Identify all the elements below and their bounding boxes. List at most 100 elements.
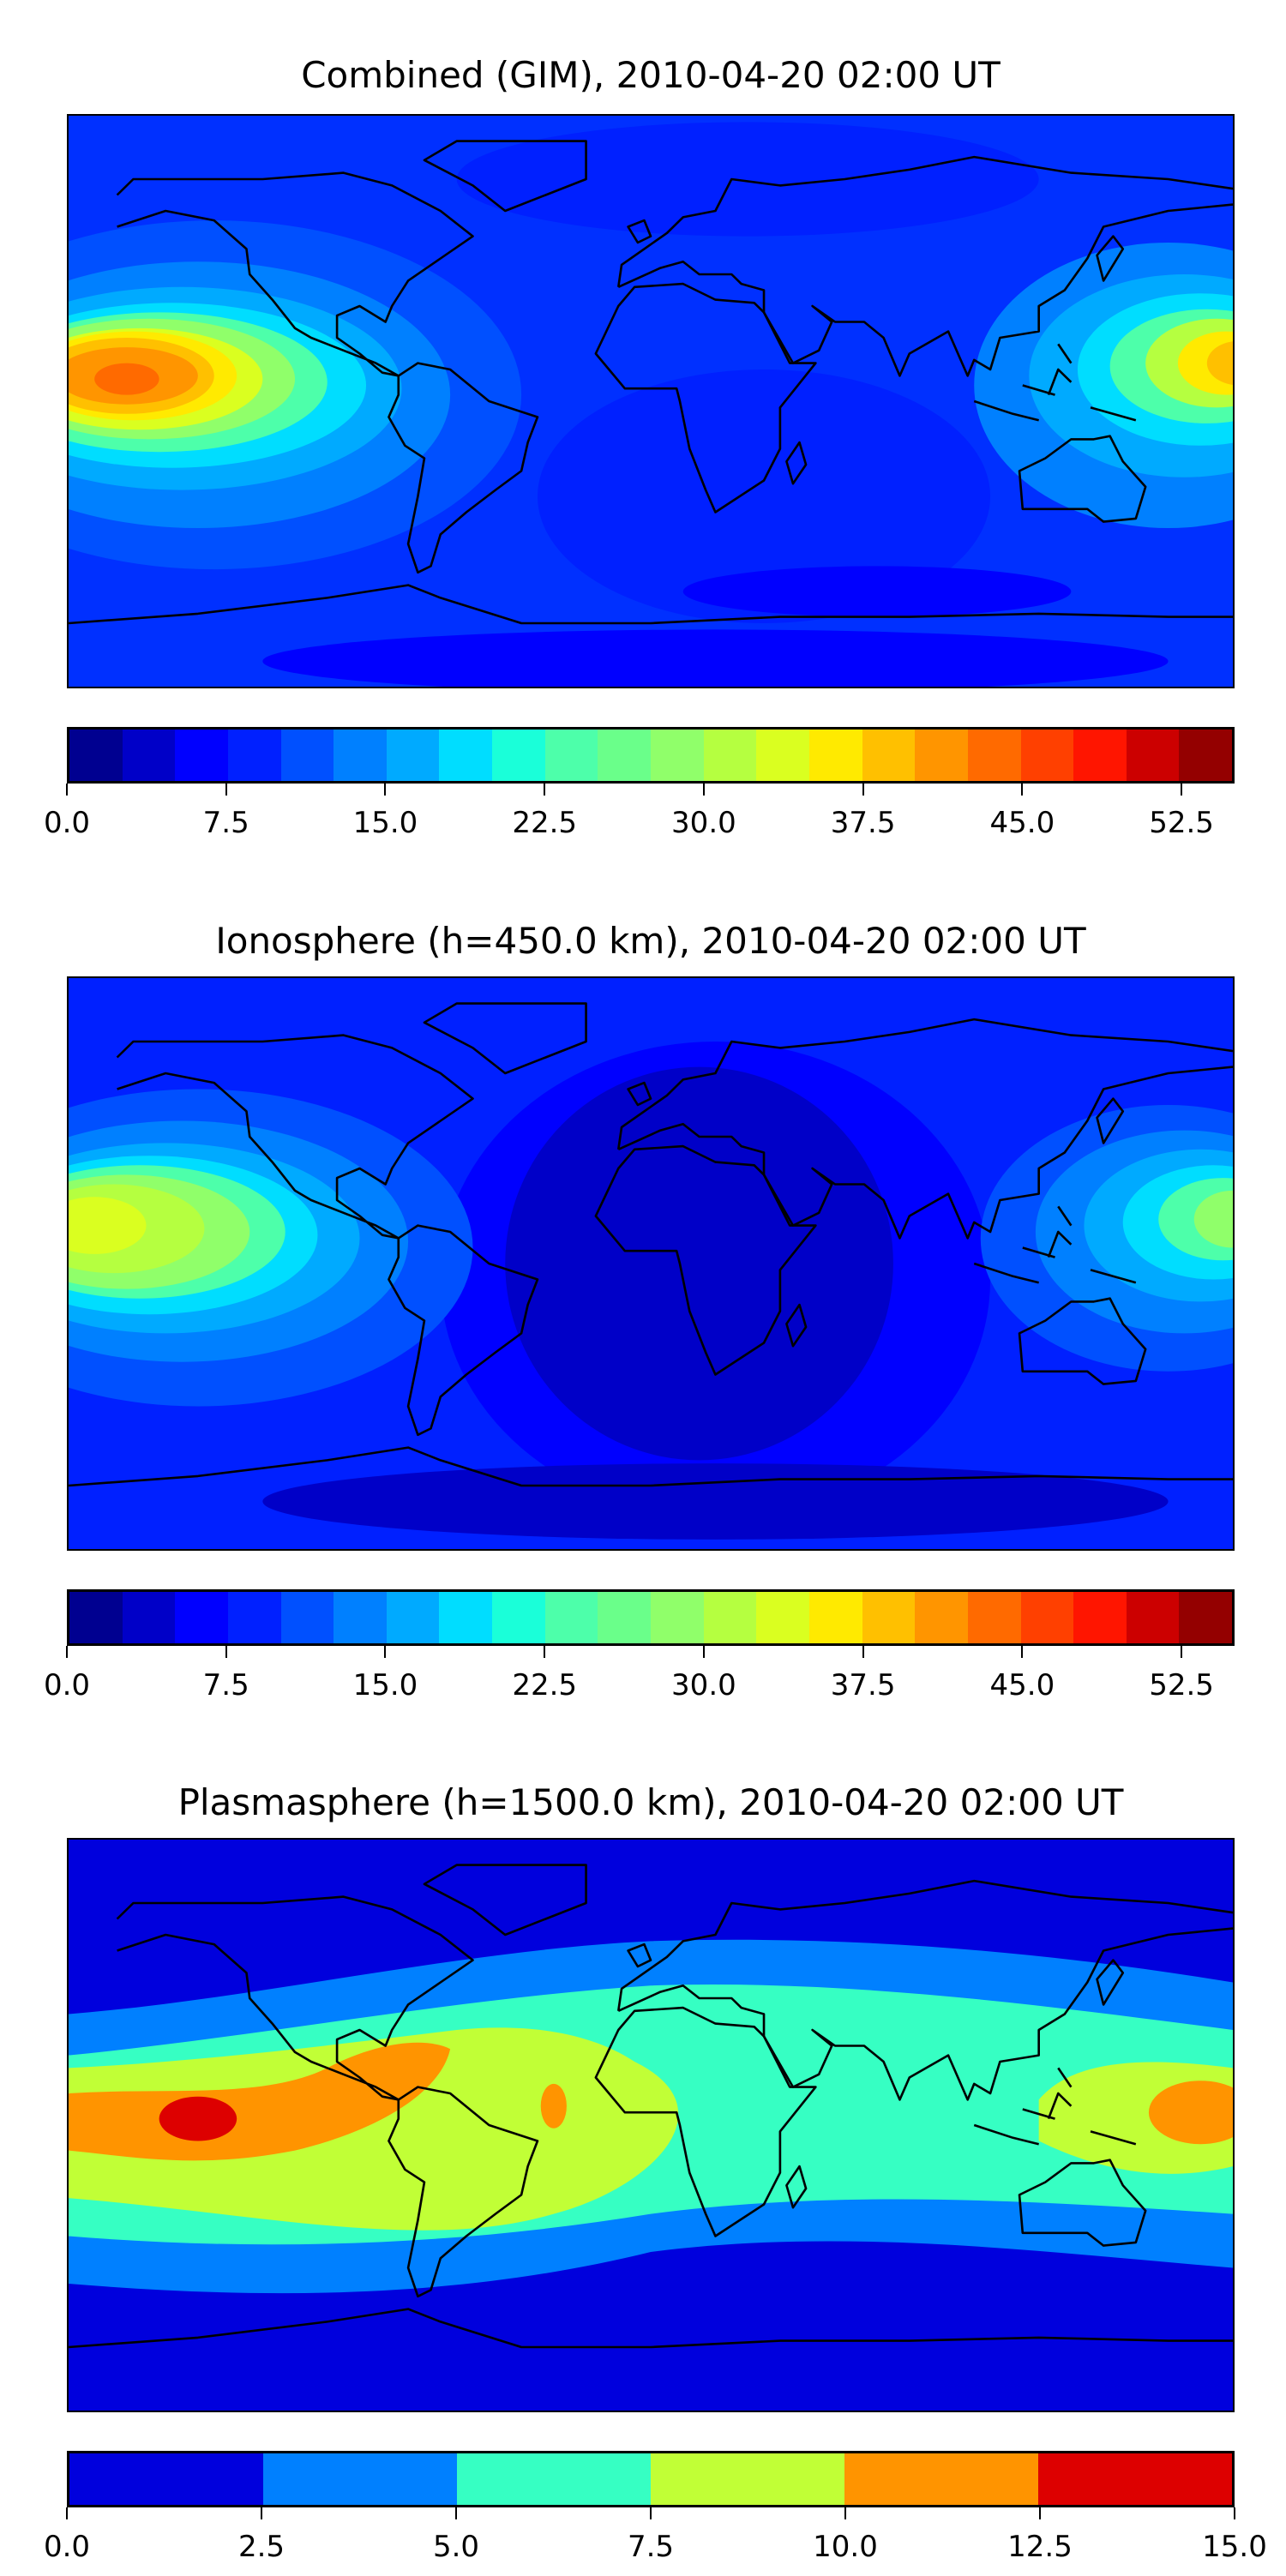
colorbar-segment (1179, 1592, 1233, 1643)
contour-band (69, 2042, 451, 2161)
colorbar-segment (1020, 730, 1074, 781)
colorbar-tick-label: 22.5 (512, 1668, 578, 1702)
colorbar-tick-label: 2.5 (237, 2530, 285, 2564)
colorbar-segment (334, 730, 387, 781)
colorbar-ticks-ionosphere: 0.0 7.5 15.0 22.5 30.0 37.5 45.0 52.5 (44, 1646, 1235, 1714)
colorbar-segment (862, 730, 916, 781)
colorbar-segment (227, 730, 281, 781)
colorbar-segment (175, 1592, 228, 1643)
contour-low (505, 1066, 893, 1461)
colorbar-segment (598, 730, 652, 781)
map-ionosphere (67, 976, 1235, 1551)
colorbar-tick (702, 784, 705, 796)
colorbar-segment (915, 1592, 968, 1643)
colorbar-segment (756, 730, 809, 781)
colorbar-tick (260, 2507, 262, 2519)
colorbar-segment (1038, 2453, 1232, 2505)
colorbar-segment (844, 2453, 1038, 2505)
colorbar-tick (225, 784, 227, 796)
colorbar-tick-label: 5.0 (432, 2530, 480, 2564)
colorbar-segment (386, 1592, 440, 1643)
colorbar-segment (69, 730, 123, 781)
colorbar-tick-label: 7.5 (202, 1668, 249, 1702)
colorbar-segment (598, 1592, 652, 1643)
colorbar-tick-label: 15.0 (352, 1668, 418, 1702)
colorbar-segment (227, 1592, 281, 1643)
colorbar-tick-label: 22.5 (512, 806, 578, 840)
contour-band (540, 2083, 567, 2129)
colorbar-segment (122, 730, 176, 781)
contour-low (262, 629, 1169, 687)
contour-max (94, 363, 159, 395)
colorbar-tick (1181, 784, 1183, 796)
colorbar-segment (439, 1592, 493, 1643)
colorbar-tick (225, 1646, 227, 1658)
colorbar-tick (862, 1646, 864, 1658)
colorbar-tick (384, 1646, 387, 1658)
colorbar-segment (1126, 1592, 1180, 1643)
contour-low (456, 122, 1039, 237)
colorbar-segment (915, 730, 968, 781)
colorbar-tick (66, 784, 68, 796)
colorbar-segment (651, 1592, 704, 1643)
colorbar-segment (1020, 1592, 1074, 1643)
colorbar-segment (651, 2453, 844, 2505)
colorbar-ticks-plasmasphere: 0.0 2.5 5.0 7.5 10.0 12.5 15.0 (44, 2507, 1267, 2576)
contour-max (1206, 341, 1233, 385)
colorbar-segment (703, 730, 757, 781)
colorbar-tick (1039, 2507, 1041, 2519)
colorbar-tick-label: 10.0 (813, 2530, 878, 2564)
colorbar-tick-label: 15.0 (352, 806, 418, 840)
colorbar-tick-label: 30.0 (671, 1668, 736, 1702)
colorbar-segment (122, 1592, 176, 1643)
contour-low (262, 1463, 1169, 1540)
contour-max (69, 1197, 147, 1254)
map-plasmasphere (67, 1838, 1235, 2412)
colorbar-tick (1021, 784, 1024, 796)
colorbar-segment (756, 1592, 809, 1643)
colorbar-segment (808, 1592, 862, 1643)
contour-low (537, 369, 991, 623)
colorbar-tick-label: 0.0 (43, 2530, 91, 2564)
colorbar-segment (651, 730, 704, 781)
colorbar-segment (1126, 730, 1180, 781)
colorbar-tick-label: 45.0 (989, 806, 1055, 840)
colorbar-segment (808, 730, 862, 781)
colorbar-segment (439, 730, 493, 781)
colorbar-segment (967, 1592, 1021, 1643)
colorbar-segment (492, 1592, 545, 1643)
colorbar-plasmasphere (67, 2451, 1235, 2507)
colorbar-tick (454, 2507, 457, 2519)
colorbar-segment (544, 730, 598, 781)
colorbar-tick (650, 2507, 652, 2519)
colorbar-segment (862, 1592, 916, 1643)
colorbar-tick-label: 52.5 (1149, 1668, 1214, 1702)
colorbar-segment (69, 2453, 263, 2505)
colorbar-segment (69, 1592, 123, 1643)
colorbar-ionosphere (67, 1589, 1235, 1646)
colorbar-segment (703, 1592, 757, 1643)
chart-title-plasmasphere: Plasmasphere (h=1500.0 km), 2010-04-20 0… (177, 1781, 1124, 1823)
colorbar-tick-label: 37.5 (830, 1668, 896, 1702)
colorbar-segment (1073, 1592, 1127, 1643)
colorbar-segment (1179, 730, 1233, 781)
colorbar-combined (67, 727, 1235, 784)
colorbar-tick-label: 15.0 (1202, 2530, 1267, 2564)
contour-low (682, 566, 1072, 617)
colorbar-tick (844, 2507, 846, 2519)
contour-band (1148, 2081, 1233, 2145)
colorbar-tick-label: 52.5 (1149, 806, 1214, 840)
colorbar-segment (457, 2453, 651, 2505)
colorbar-tick (1021, 1646, 1024, 1658)
colorbar-segment (544, 1592, 598, 1643)
colorbar-tick-label: 7.5 (627, 2530, 675, 2564)
colorbar-segment (386, 730, 440, 781)
colorbar-segment (1073, 730, 1127, 781)
colorbar-segment (280, 1592, 334, 1643)
colorbar-tick-label: 0.0 (43, 806, 91, 840)
colorbar-tick-label: 37.5 (830, 806, 896, 840)
colorbar-tick-label: 30.0 (671, 806, 736, 840)
colorbar-segment (334, 1592, 387, 1643)
colorbar-tick (1234, 2507, 1235, 2519)
chart-title-combined: Combined (GIM), 2010-04-20 02:00 UT (301, 54, 1001, 96)
